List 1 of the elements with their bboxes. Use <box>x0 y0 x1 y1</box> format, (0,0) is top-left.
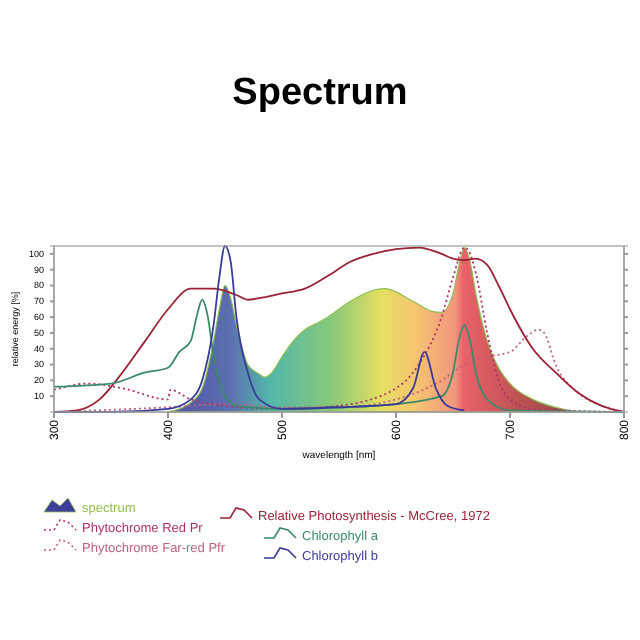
chart-title: Spectrum <box>232 72 408 114</box>
